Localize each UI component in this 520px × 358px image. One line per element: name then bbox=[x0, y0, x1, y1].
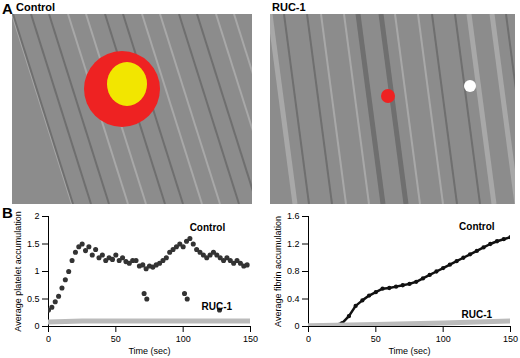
svg-text:RUC-1: RUC-1 bbox=[202, 301, 233, 312]
svg-text:1.6: 1.6 bbox=[287, 211, 300, 221]
svg-text:Control: Control bbox=[459, 221, 495, 232]
svg-text:0: 0 bbox=[34, 321, 39, 331]
svg-text:0: 0 bbox=[294, 321, 299, 331]
html-text:A: A bbox=[2, 0, 13, 17]
svg-text:0.5: 0.5 bbox=[27, 294, 40, 304]
svg-text:150: 150 bbox=[503, 334, 518, 344]
svg-text:Control: Control bbox=[190, 222, 226, 233]
svg-text:1: 1 bbox=[34, 266, 39, 276]
svg-text:1.2: 1.2 bbox=[287, 239, 300, 249]
svg-text:50: 50 bbox=[111, 334, 121, 344]
html-text:RUC-1: RUC-1 bbox=[272, 1, 306, 13]
svg-text:Time (sec): Time (sec) bbox=[128, 346, 170, 356]
svg-text:50: 50 bbox=[371, 334, 381, 344]
svg-text:RUC-1: RUC-1 bbox=[462, 309, 493, 320]
svg-text:0: 0 bbox=[306, 334, 311, 344]
svg-text:150: 150 bbox=[243, 334, 258, 344]
svg-text:Average fibrin accumulation: Average fibrin accumulation bbox=[273, 216, 283, 327]
svg-text:2: 2 bbox=[34, 211, 39, 221]
svg-text:1.5: 1.5 bbox=[27, 239, 40, 249]
html-text:B: B bbox=[2, 204, 13, 221]
svg-text:100: 100 bbox=[176, 334, 191, 344]
svg-text:100: 100 bbox=[436, 334, 451, 344]
svg-text:0.4: 0.4 bbox=[287, 294, 300, 304]
html-text:Control: Control bbox=[16, 1, 56, 13]
svg-text:0: 0 bbox=[46, 334, 51, 344]
svg-text:Time (sec): Time (sec) bbox=[388, 346, 430, 356]
svg-text:0.8: 0.8 bbox=[287, 266, 300, 276]
svg-text:Average platelet accumulation: Average platelet accumulation bbox=[13, 211, 23, 331]
